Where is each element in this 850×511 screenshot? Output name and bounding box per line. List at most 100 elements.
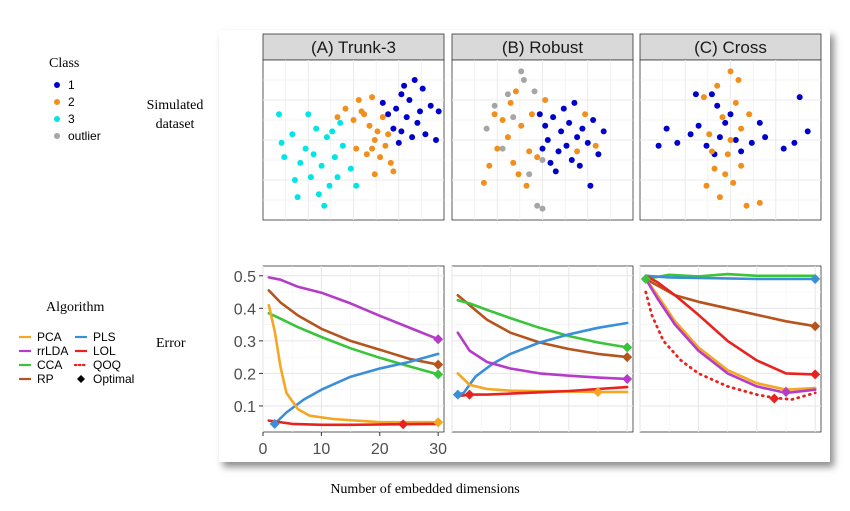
scatter-point [555, 148, 562, 155]
scatter-point [714, 102, 721, 109]
scatter-point [342, 105, 349, 112]
optimal-marker [622, 342, 633, 353]
scatter-point [756, 119, 763, 126]
class-legend-title: Class [49, 56, 80, 71]
scatter-panel: (A) Trunk-3 [262, 33, 466, 221]
scatter-point [281, 154, 288, 161]
scatter-point [714, 82, 721, 89]
algorithm-legend-item: PLS [74, 330, 116, 344]
scatter-point [735, 77, 742, 83]
scatter-point [547, 159, 554, 166]
simulated-label-line1: Simulated [146, 98, 204, 113]
scatter-point [323, 134, 330, 141]
scatter-point [574, 134, 581, 141]
scatter-point [536, 111, 543, 118]
algorithm-legend-item: QOQ [74, 358, 121, 372]
series-line [456, 321, 629, 396]
y-tick-label: 0.5 [234, 269, 256, 286]
scatter-point [518, 122, 525, 129]
scatter-point [738, 148, 745, 155]
scatter-point [305, 111, 312, 118]
scatter-point [390, 168, 397, 175]
scatter-point [315, 191, 322, 198]
scatter-panel: (B) Robust [451, 33, 634, 221]
x-axis-label: Number of embedded dimensions [330, 482, 520, 497]
scatter-point [331, 154, 338, 161]
scatter-point [329, 128, 336, 135]
error-panel: 0.1 0.2 0.3 0.4 0.5 0 10 20 30 [234, 265, 447, 458]
series-line [267, 303, 440, 424]
algorithm-legend-label: PLS [93, 330, 116, 344]
class-dot-icon [54, 99, 60, 105]
x-tick-label: 30 [429, 441, 447, 458]
scatter-point [422, 131, 429, 138]
series-line [456, 294, 629, 359]
scatter-point [398, 128, 405, 135]
scatter-point [703, 142, 710, 149]
scatter-point [566, 119, 573, 126]
scatter-point [518, 68, 525, 75]
scatter-point [307, 174, 314, 181]
scatter-point [369, 94, 376, 101]
scatter-point [692, 91, 699, 98]
scatter-point [313, 125, 320, 132]
scatter-point [539, 205, 546, 212]
algorithm-swatch-icon [19, 377, 31, 381]
series-line [273, 352, 440, 426]
scatter-point [716, 194, 723, 201]
optimal-marker [622, 352, 633, 363]
scatter-point [590, 117, 597, 123]
scatter-point [385, 131, 392, 138]
scatter-point [483, 125, 490, 132]
optimal-marker [433, 369, 444, 380]
optimal-marker [810, 369, 821, 380]
scatter-point [395, 139, 402, 146]
scatter-point [353, 182, 360, 189]
class-legend-item: 3 [54, 112, 75, 126]
scatter-point [504, 134, 511, 141]
scatter-point [708, 91, 715, 98]
algorithm-legend-item: LOL [74, 344, 116, 358]
scatter-point [539, 157, 546, 163]
scatter-point [297, 159, 304, 166]
scatter-point [326, 182, 333, 189]
scatter-point [719, 114, 726, 121]
scatter-point [542, 122, 549, 129]
optimal-marker [769, 393, 780, 404]
optimal-marker [810, 274, 821, 285]
class-legend-label: 2 [68, 95, 75, 109]
scatter-point [371, 171, 378, 178]
class-legend-item: 1 [54, 78, 75, 92]
scatter-point [526, 171, 533, 178]
scatter-point [730, 179, 737, 186]
scatter-point [582, 111, 589, 118]
scatter-point [387, 159, 394, 166]
optimal-marker [433, 334, 444, 345]
scatter-point [507, 99, 514, 106]
scatter-point [587, 182, 594, 189]
scatter-point [510, 114, 517, 121]
class-legend-item: 2 [54, 95, 75, 109]
optimal-marker [592, 386, 603, 397]
facet-strip [451, 33, 634, 61]
scatter-point [727, 137, 734, 143]
y-tick-label: 0.2 [234, 366, 256, 383]
scatter-point [406, 97, 413, 103]
scatter-point [515, 171, 522, 178]
scatter-point [552, 168, 559, 175]
scatter-point [727, 111, 734, 118]
scatter-point [700, 94, 707, 101]
scatter-point [520, 77, 527, 83]
scatter-point [419, 85, 426, 92]
algorithm-legend-label: RP [37, 372, 54, 386]
x-tick-label: 10 [312, 441, 330, 458]
algorithm-legend-label: rrLDA [37, 344, 69, 358]
facet-title: (A) Trunk-3 [311, 38, 396, 57]
scatter-point [377, 154, 384, 161]
simulated-dataset-label: Simulated dataset [136, 96, 214, 134]
scatter-point [791, 139, 798, 146]
scatter-point [355, 97, 362, 103]
scatter-point [374, 128, 381, 135]
class-dot-icon [54, 82, 60, 88]
